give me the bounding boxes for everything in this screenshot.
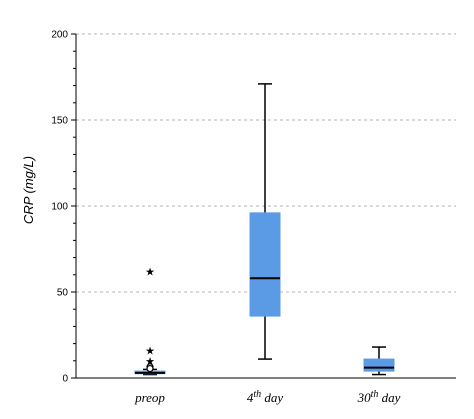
axes — [71, 33, 456, 379]
y-tick-label: 0 — [62, 374, 68, 385]
extreme-outlier-marker: ★ — [145, 265, 155, 278]
y-tick-label: 200 — [51, 30, 68, 41]
y-tick-labels: 0 50 100 150 200 — [51, 30, 68, 385]
y-tick-label: 50 — [57, 288, 69, 299]
category-label: preop — [134, 390, 165, 405]
category-labels: preop 4th day 30th day — [134, 389, 401, 405]
extreme-outlier-marker: ★ — [145, 355, 155, 368]
outlier-marker — [146, 364, 154, 373]
box-2 — [363, 346, 395, 376]
y-tick-label: 150 — [51, 116, 68, 127]
boxes: ★★★ — [134, 83, 395, 376]
box-1 — [249, 83, 281, 360]
category-label: 4th day — [247, 389, 284, 405]
extreme-outlier-marker: ★ — [145, 344, 155, 357]
iqr-box — [363, 358, 395, 372]
box-0: ★★★ — [134, 265, 166, 376]
category-label: 30th day — [357, 389, 401, 405]
iqr-box — [249, 212, 281, 317]
y-tick-label: 100 — [51, 202, 68, 213]
y-axis-title: CRP (mg/L) — [21, 156, 36, 224]
